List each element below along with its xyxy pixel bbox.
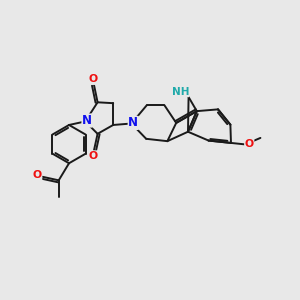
Text: N: N — [82, 114, 92, 127]
Text: N: N — [128, 116, 138, 129]
Text: NH: NH — [172, 87, 189, 97]
Text: O: O — [88, 151, 97, 161]
Text: O: O — [88, 74, 97, 84]
Text: O: O — [33, 170, 42, 180]
Text: O: O — [245, 139, 254, 149]
